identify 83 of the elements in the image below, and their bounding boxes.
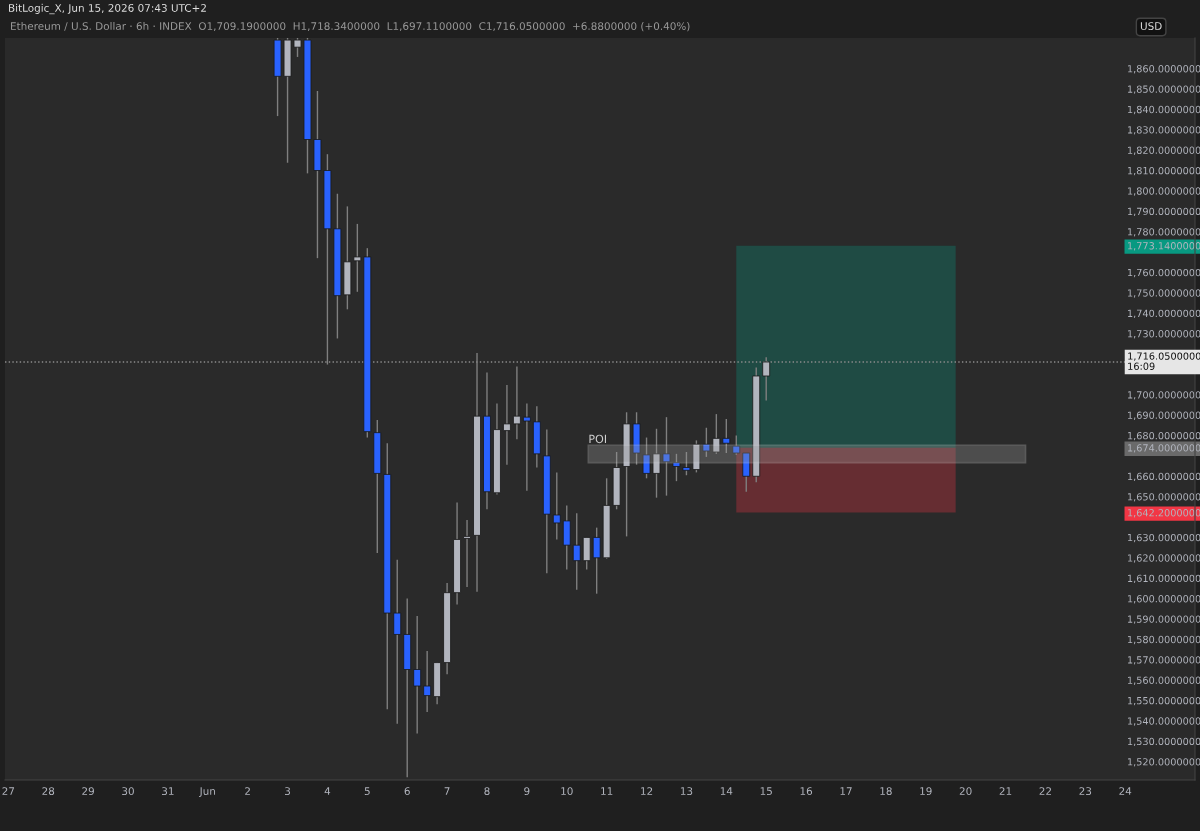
candlestick xyxy=(592,526,601,595)
y-tick-label: 1,700.0000000 xyxy=(1128,391,1200,400)
x-tick-label: 13 xyxy=(680,787,693,796)
y-tick-label: 1,840.0000000 xyxy=(1128,105,1200,115)
candlestick xyxy=(552,471,561,541)
x-tick-label: 31 xyxy=(162,787,174,796)
y-tick-label: 1,750.0000000 xyxy=(1128,289,1200,298)
candlestick xyxy=(463,519,471,588)
candlestick xyxy=(353,223,362,293)
candlestick xyxy=(572,512,581,591)
candlestick xyxy=(582,536,591,571)
x-tick-label: 27 xyxy=(2,787,15,795)
x-tick-label: 24 xyxy=(1119,787,1132,795)
x-tick-label: 2 xyxy=(245,787,250,795)
x-tick-label: 18 xyxy=(880,787,892,796)
y-tick-label: 1,810.0000000 xyxy=(1128,166,1200,176)
y-tick-label: 1,860.0000000 xyxy=(1128,65,1200,74)
x-tick-label: 23 xyxy=(1079,787,1092,796)
chart-title: BitLogic_X, Jun 15, 2026 07:43 UTC+2 xyxy=(9,3,206,15)
x-tick-label: 17 xyxy=(840,787,852,795)
candlestick xyxy=(512,365,521,441)
chart-subtitle: Ethereum / U.S. Dollar · 6h · INDEX O1,709.1900000 H1,718.3400000 L1,697.1100000 C1,716.0500000 +6.8800000 (+0.40%) xyxy=(11,21,690,32)
y-tick-label: 1,674.0000000 xyxy=(1128,444,1200,453)
y-tick-label: 1,550.0000000 xyxy=(1128,696,1200,706)
y-tick-label: 1,850.0000000 xyxy=(1128,85,1200,94)
candlestick xyxy=(762,356,771,402)
x-tick-label: 4 xyxy=(324,787,331,795)
y-tick-label: 1,620.0000000 xyxy=(1128,554,1200,563)
x-tick-label: 15 xyxy=(760,787,772,796)
y-tick-label: 1,600.0000000 xyxy=(1128,595,1200,604)
y-tick-label: 1,773.1400000 xyxy=(1128,242,1200,251)
x-tick-label: 6 xyxy=(404,787,410,796)
candlestick xyxy=(732,434,741,456)
x-tick-label: 12 xyxy=(641,787,653,795)
candlestick xyxy=(423,650,432,713)
y-tick-label: 1,690.0000000 xyxy=(1128,411,1200,420)
ref-line-label: 1,716.0500000 16:09 xyxy=(1128,352,1200,370)
x-tick-label: 16 xyxy=(800,787,813,796)
x-tick-label: 21 xyxy=(999,787,1012,795)
y-tick-label: 1,820.0000000 xyxy=(1128,146,1200,155)
y-tick-label: 1,730.0000000 xyxy=(1128,330,1200,339)
y-tick-label: 1,760.0000000 xyxy=(1128,268,1200,278)
x-tick-label: 28 xyxy=(42,787,55,796)
y-tick-label: 1,520.0000000 xyxy=(1128,758,1200,767)
candlestick xyxy=(522,402,531,492)
x-tick-label: 30 xyxy=(122,787,134,796)
x-tick-label: 7 xyxy=(444,787,450,795)
candlestick xyxy=(393,559,402,725)
y-tick-label: 1,590.0000000 xyxy=(1128,615,1200,624)
x-tick-label: 22 xyxy=(1039,787,1051,795)
x-tick-label: 19 xyxy=(920,787,932,796)
y-tick-label: 1,830.0000000 xyxy=(1128,126,1200,135)
y-tick-label: 1,580.0000000 xyxy=(1128,635,1200,645)
y-tick-label: 1,560.0000000 xyxy=(1128,676,1200,685)
y-tick-label: 1,800.0000000 xyxy=(1128,187,1200,196)
y-tick-label: 1,610.0000000 xyxy=(1128,574,1200,584)
y-tick-label: 1,680.0000000 xyxy=(1128,431,1200,441)
y-tick-label: 1,570.0000000 xyxy=(1128,656,1200,665)
y-tick-label: 1,660.0000000 xyxy=(1128,472,1200,482)
x-tick-label: 5 xyxy=(364,787,370,796)
candlestick xyxy=(503,384,511,466)
x-tick-label: 9 xyxy=(524,787,530,796)
candlestick xyxy=(722,418,731,454)
x-tick-label: 29 xyxy=(82,787,94,796)
y-tick-label: 1,540.0000000 xyxy=(1128,717,1200,726)
y-axis-title: USD xyxy=(1140,22,1162,31)
candlestick xyxy=(413,615,422,735)
x-tick-label: 10 xyxy=(561,787,573,796)
x-tick-label: 14 xyxy=(720,787,733,795)
y-tick-label: 1,530.0000000 xyxy=(1128,737,1200,747)
x-tick-label: Jun xyxy=(199,787,216,797)
x-tick-label: 11 xyxy=(601,787,613,795)
y-tick-label: 1,630.0000000 xyxy=(1128,533,1200,543)
y-tick-label: 1,780.0000000 xyxy=(1128,228,1200,237)
y-tick-label: 1,650.0000000 xyxy=(1128,493,1200,502)
candlestick xyxy=(672,453,681,482)
x-tick-label: 8 xyxy=(484,787,490,796)
series-label: POI xyxy=(589,434,606,444)
x-tick-label: 3 xyxy=(285,787,291,796)
x-tick-label: 20 xyxy=(959,787,972,796)
y-tick-label: 1,790.0000000 xyxy=(1128,207,1200,217)
y-tick-label: 1,740.0000000 xyxy=(1128,309,1200,319)
candlestick xyxy=(742,452,751,493)
